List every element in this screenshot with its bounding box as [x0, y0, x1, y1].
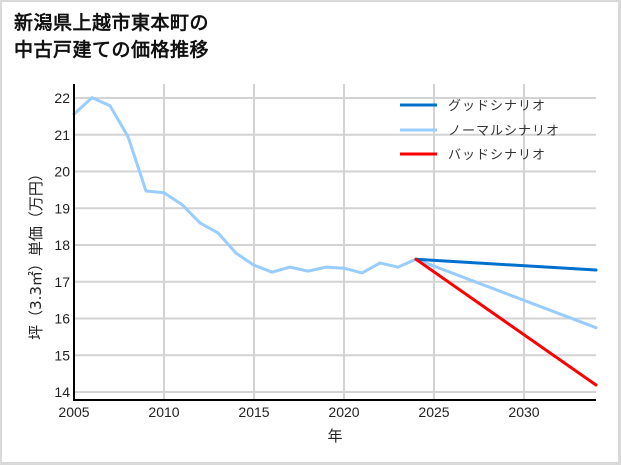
y-axis-ticks: 14 15 16 17 18 19 20 21 22 [54, 90, 70, 400]
title-line-2: 中古戸建ての価格推移 [14, 39, 210, 61]
x-axis-label: 年 [327, 427, 342, 445]
x-tick-label: 2025 [418, 404, 449, 420]
series-line-0 [72, 96, 418, 275]
series-line-2 [414, 257, 598, 330]
chart-title: 新潟県上越市東本町の 中古戸建ての価格推移 [14, 10, 209, 64]
legend-label: バッドシナリオ [448, 148, 546, 163]
title-line-1: 新潟県上越市東本町の [14, 12, 210, 34]
series-line-3 [414, 257, 598, 387]
y-tick-label: 20 [54, 164, 70, 180]
y-tick-label: 15 [54, 347, 70, 363]
legend-label: ノーマルシナリオ [448, 124, 560, 139]
y-tick-label: 14 [54, 384, 70, 400]
legend-label: グッドシナリオ [448, 99, 546, 114]
x-tick-label: 2030 [508, 404, 539, 420]
x-tick-label: 2020 [328, 404, 359, 420]
y-tick-label: 16 [54, 311, 70, 327]
x-tick-label: 2015 [238, 404, 269, 420]
y-axis-label: 坪（3.3㎡）単価（万円） [27, 166, 45, 340]
y-tick-label: 18 [54, 237, 70, 253]
series-line-1 [414, 257, 598, 272]
y-tick-label: 21 [54, 127, 70, 143]
y-tick-label: 22 [54, 90, 70, 106]
data-series [72, 96, 598, 387]
x-axis-ticks: 2005 2010 2015 2020 2025 2030 [58, 404, 539, 420]
y-tick-label: 17 [54, 274, 70, 290]
y-tick-label: 19 [54, 200, 70, 216]
x-tick-label: 2005 [58, 404, 89, 420]
axes [73, 84, 596, 401]
x-tick-label: 2010 [148, 404, 179, 420]
